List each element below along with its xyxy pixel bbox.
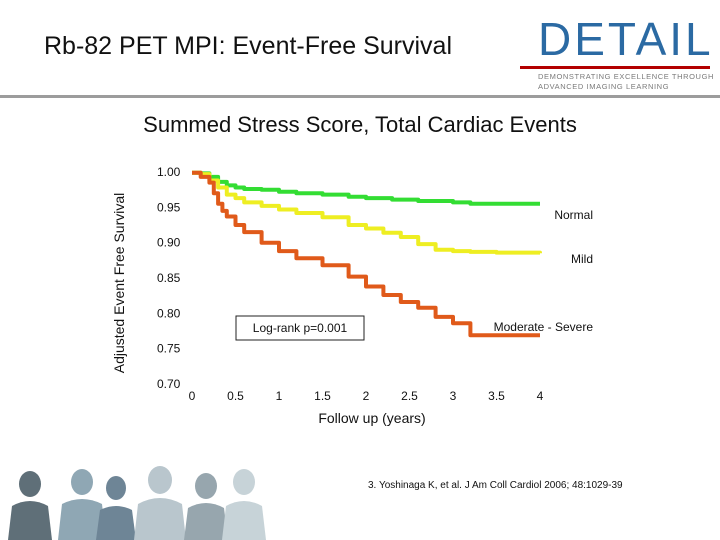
y-tick-label: 0.95 (157, 200, 181, 214)
x-tick-label: 4 (537, 389, 544, 403)
detail-logo: DETAIL DEMONSTRATING EXCELLENCE THROUGH … (520, 12, 715, 92)
logo-wordmark: DETAIL (538, 13, 714, 65)
y-tick-label: 1.00 (157, 165, 181, 179)
series-label: Moderate - Severe (494, 320, 594, 334)
x-tick-label: 1 (276, 389, 283, 403)
header-divider (0, 95, 720, 98)
x-tick-label: 0.5 (227, 389, 244, 403)
logo-tagline-2: ADVANCED IMAGING LEARNING (538, 82, 670, 91)
y-tick-label: 0.70 (157, 377, 181, 391)
series-line-moderate-severe (192, 170, 540, 338)
chart-title: Summed Stress Score, Total Cardiac Event… (143, 112, 577, 137)
x-tick-label: 3.5 (488, 389, 505, 403)
x-tick-label: 2 (363, 389, 370, 403)
y-tick-label: 0.75 (157, 342, 181, 356)
series-label: Normal (554, 208, 593, 222)
y-axis-label: Adjusted Event Free Survival (111, 193, 127, 374)
series-line-mild (192, 170, 542, 255)
x-axis-label: Follow up (years) (318, 410, 425, 426)
logo-rule (520, 66, 710, 69)
x-tick-label: 0 (189, 389, 196, 403)
x-tick-label: 1.5 (314, 389, 331, 403)
series-label: Mild (571, 252, 593, 266)
slide-title: Rb-82 PET MPI: Event-Free Survival (44, 32, 453, 60)
y-tick-label: 0.80 (157, 306, 181, 320)
logo-tagline-1: DEMONSTRATING EXCELLENCE THROUGH (538, 72, 715, 81)
annotation-box (235, 315, 365, 341)
citation: 3. Yoshinaga K, et al. J Am Coll Cardiol… (368, 480, 623, 491)
annotation-text: Log-rank p=0.001 (253, 321, 348, 335)
x-tick-label: 2.5 (401, 389, 418, 403)
physicians-group-photo (0, 462, 340, 540)
x-tick-label: 3 (450, 389, 457, 403)
y-tick-label: 0.90 (157, 236, 181, 250)
y-tick-label: 0.85 (157, 271, 181, 285)
